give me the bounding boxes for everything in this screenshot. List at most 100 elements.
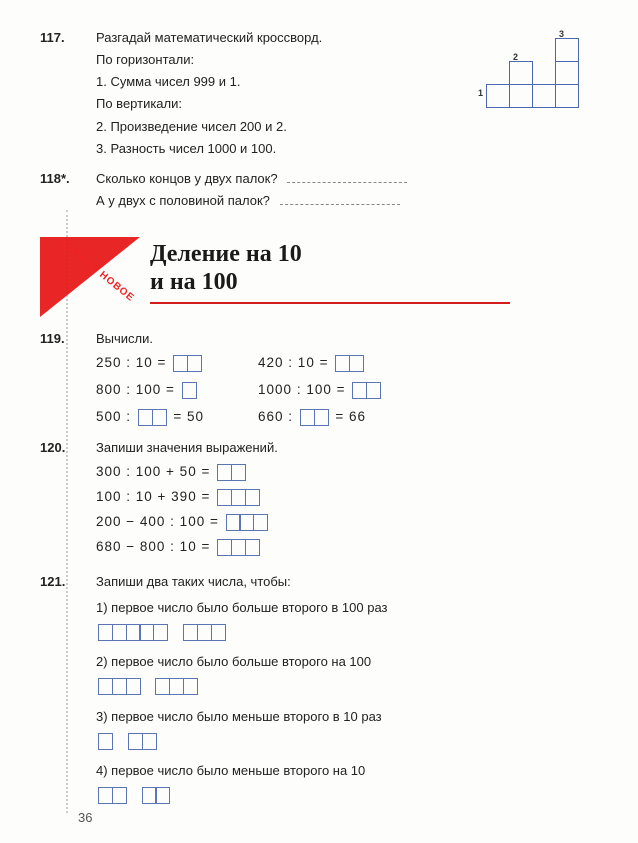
equation-text: = 50 — [173, 409, 204, 424]
subtask-boxes — [96, 622, 598, 642]
answer-boxes[interactable] — [142, 787, 171, 804]
subtask-boxes — [96, 785, 598, 805]
section-title-line: и на 100 — [150, 269, 510, 297]
equation-text: 800 : 100 = — [96, 382, 175, 397]
answer-boxes[interactable] — [98, 787, 127, 804]
expression: 200 − 400 : 100 = — [96, 512, 598, 533]
answer-boxes[interactable] — [300, 409, 329, 426]
answer-boxes[interactable] — [226, 514, 269, 531]
answer-blank[interactable] — [287, 171, 407, 183]
expression-text: 300 : 100 + 50 = — [96, 464, 210, 479]
equation-text: 660 : — [258, 409, 293, 424]
crossword-cell[interactable] — [509, 84, 533, 108]
task-number: 121. — [40, 572, 96, 815]
task-119: 119. Вычисли. 250 : 10 = 800 : 100 = 500… — [40, 329, 598, 428]
red-underline — [150, 302, 510, 304]
task-121: 121. Запиши два таких числа, чтобы: 1) п… — [40, 572, 598, 815]
crossword-cell[interactable] — [555, 38, 579, 62]
subtask: 4) первое число было меньше второго на 1… — [96, 761, 598, 805]
answer-boxes[interactable] — [155, 678, 198, 695]
crossword-cell[interactable] — [555, 84, 579, 108]
page-number: 36 — [78, 810, 92, 825]
task-number: 120. — [40, 438, 96, 562]
equation-text: 250 : 10 = — [96, 355, 166, 370]
answer-boxes[interactable] — [335, 355, 364, 372]
task-body: Запиши два таких числа, чтобы: 1) первое… — [96, 572, 598, 815]
task-number: 117. — [40, 28, 96, 161]
answer-blank[interactable] — [280, 193, 400, 205]
task-body: Вычисли. 250 : 10 = 800 : 100 = 500 : = … — [96, 329, 598, 428]
crossword-grid: 1 2 3 — [486, 38, 586, 118]
task-number: 118*. — [40, 169, 96, 213]
answer-boxes[interactable] — [98, 678, 141, 695]
crossword-label-3: 3 — [559, 29, 564, 39]
equation: 660 : = 66 — [258, 407, 383, 428]
equation-text: = 66 — [335, 409, 366, 424]
task-number: 119. — [40, 329, 96, 428]
subtask-text: 4) первое число было меньше второго на 1… — [96, 761, 598, 781]
crossword-label-2: 2 — [513, 52, 518, 62]
subtask: 1) первое число было больше второго в 10… — [96, 598, 598, 642]
vert-item: 3. Разность чисел 1000 и 100. — [96, 139, 598, 159]
equation-text: 500 : — [96, 409, 131, 424]
question-line: Сколько концов у двух палок? — [96, 169, 598, 189]
expression: 300 : 100 + 50 = — [96, 462, 598, 483]
subtask-text: 1) первое число было больше второго в 10… — [96, 598, 598, 618]
equation: 800 : 100 = — [96, 380, 204, 401]
equation: 420 : 10 = — [258, 353, 383, 374]
equation-text: 1000 : 100 = — [258, 382, 345, 397]
equation-column: 420 : 10 = 1000 : 100 = 660 : = 66 — [258, 353, 383, 428]
expression-text: 100 : 10 + 390 = — [96, 489, 210, 504]
answer-boxes[interactable] — [217, 539, 260, 556]
subtask-text: 3) первое число было меньше второго в 10… — [96, 707, 598, 727]
expression: 100 : 10 + 390 = — [96, 487, 598, 508]
equation: 500 : = 50 — [96, 407, 204, 428]
crossword-cell[interactable] — [532, 84, 556, 108]
crossword-cell[interactable] — [509, 61, 533, 85]
task-head: Вычисли. — [96, 329, 598, 349]
equation-column: 250 : 10 = 800 : 100 = 500 : = 50 — [96, 353, 204, 428]
answer-boxes[interactable] — [98, 624, 168, 641]
subtask-list: 1) первое число было больше второго в 10… — [96, 598, 598, 805]
equation: 250 : 10 = — [96, 353, 204, 374]
page: 117. Разгадай математический кроссворд. … — [0, 0, 638, 843]
task-120: 120. Запиши значения выражений. 300 : 10… — [40, 438, 598, 562]
expression-list: 300 : 100 + 50 = 100 : 10 + 390 = 200 − … — [96, 462, 598, 558]
subtask-text: 2) первое число было больше второго на 1… — [96, 652, 598, 672]
answer-boxes[interactable] — [173, 355, 202, 372]
expression: 680 − 800 : 10 = — [96, 537, 598, 558]
answer-boxes[interactable] — [128, 733, 157, 750]
expression-text: 200 − 400 : 100 = — [96, 514, 219, 529]
expression-text: 680 − 800 : 10 = — [96, 539, 210, 554]
subtask: 2) первое число было больше второго на 1… — [96, 652, 598, 696]
vert-item: 2. Произведение чисел 200 и 2. — [96, 117, 598, 137]
crossword-label-1: 1 — [478, 88, 483, 98]
section-title-block: Деление на 10 и на 100 — [150, 231, 510, 304]
answer-boxes[interactable] — [352, 382, 381, 399]
task-head: Запиши значения выражений. — [96, 438, 598, 458]
equation-text: 420 : 10 = — [258, 355, 328, 370]
question-text: Сколько концов у двух палок? — [96, 171, 278, 186]
task-118: 118*. Сколько концов у двух палок? А у д… — [40, 169, 598, 213]
task-body: Запиши значения выражений. 300 : 100 + 5… — [96, 438, 598, 562]
answer-boxes[interactable] — [183, 624, 226, 641]
equation: 1000 : 100 = — [258, 380, 383, 401]
task-body: Сколько концов у двух палок? А у двух с … — [96, 169, 598, 213]
crossword-cell[interactable] — [555, 61, 579, 85]
section-title-line: Деление на 10 — [150, 241, 510, 269]
answer-boxes[interactable] — [217, 464, 246, 481]
subtask-boxes — [96, 676, 598, 696]
question-text: А у двух с половиной палок? — [96, 193, 270, 208]
badge-triangle — [40, 237, 140, 317]
subtask: 3) первое число было меньше второго в 10… — [96, 707, 598, 751]
task-head: Запиши два таких числа, чтобы: — [96, 572, 598, 592]
equation-grid: 250 : 10 = 800 : 100 = 500 : = 50 — [96, 353, 598, 428]
answer-boxes[interactable] — [98, 733, 113, 750]
answer-boxes[interactable] — [217, 489, 260, 506]
subtask-boxes — [96, 731, 598, 751]
answer-boxes[interactable] — [138, 409, 167, 426]
section-header: УЗНАЁМ НОВОЕ Деление на 10 и на 100 — [40, 231, 598, 321]
question-line: А у двух с половиной палок? — [96, 191, 598, 211]
answer-boxes[interactable] — [182, 382, 197, 399]
crossword-cell[interactable] — [486, 84, 510, 108]
